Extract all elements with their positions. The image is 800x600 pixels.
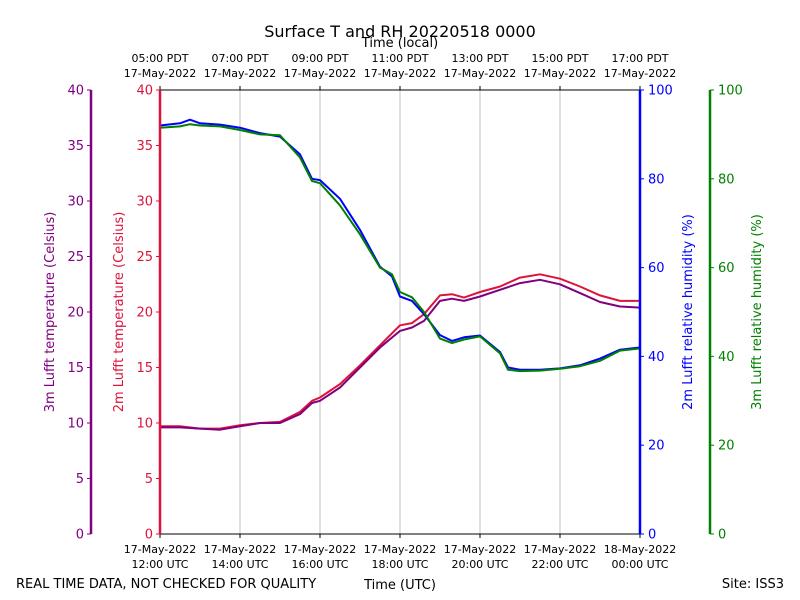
bottom-tick-date: 17-May-2022 (364, 543, 436, 556)
bottom-tick-time: 14:00 UTC (211, 558, 268, 571)
y-axis-label-t3: 3m Lufft temperature (Celsius) (43, 212, 58, 413)
top-tick-date: 17-May-2022 (124, 67, 196, 80)
y-tick-label-t2: 10 (136, 417, 153, 432)
axes-group: 05:00 PDT 17-May-2022 07:00 PDT 17-May-2022… (43, 52, 765, 571)
top-tick-time: 15:00 PDT (531, 52, 588, 65)
top-tick-date: 17-May-2022 (204, 67, 276, 80)
top-axis-label: Time (local) (361, 36, 438, 51)
site-label: Site: ISS3 (722, 577, 784, 592)
top-tick-date: 17-May-2022 (284, 67, 356, 80)
y-tick-label-t3: 15 (67, 361, 84, 376)
bottom-tick-date: 17-May-2022 (444, 543, 516, 556)
y-tick-label-rh3: 20 (718, 439, 735, 454)
top-tick-time: 11:00 PDT (371, 52, 428, 65)
bottom-tick-date: 17-May-2022 (204, 543, 276, 556)
bottom-tick-time: 22:00 UTC (531, 558, 588, 571)
y-tick-label-t3: 30 (67, 195, 84, 210)
top-tick-time: 09:00 PDT (291, 52, 348, 65)
top-tick-time: 07:00 PDT (211, 52, 268, 65)
chart-title: Surface T and RH 20220518 0000 (264, 22, 536, 41)
quality-disclaimer: REAL TIME DATA, NOT CHECKED FOR QUALITY (16, 577, 316, 592)
y-tick-label-t3: 10 (67, 417, 84, 432)
y-tick-label-t3: 0 (76, 528, 84, 543)
y-tick-label-t2: 40 (136, 84, 153, 99)
y-tick-label-t3: 35 (67, 139, 84, 154)
series-line-t3 (160, 278, 641, 431)
top-tick-date: 17-May-2022 (524, 67, 596, 80)
y-tick-label-t2: 20 (136, 306, 153, 321)
top-tick-date: 17-May-2022 (444, 67, 516, 80)
y-tick-label-t2: 35 (136, 139, 153, 154)
bottom-tick-date: 18-May-2022 (604, 543, 676, 556)
y-tick-label-t2: 30 (136, 195, 153, 210)
bottom-tick-time: 12:00 UTC (131, 558, 188, 571)
y-tick-label-t2: 25 (136, 250, 153, 265)
y-tick-label-rh2: 20 (648, 439, 665, 454)
y-tick-label-rh2: 40 (648, 350, 665, 365)
series-line-rh3 (159, 123, 641, 373)
top-tick-time: 17:00 PDT (611, 52, 668, 65)
y-tick-label-rh2: 0 (648, 528, 656, 543)
bottom-axis-label: Time (UTC) (363, 578, 436, 593)
bottom-tick-date: 17-May-2022 (124, 543, 196, 556)
bottom-tick-date: 17-May-2022 (284, 543, 356, 556)
top-tick-time: 05:00 PDT (131, 52, 188, 65)
y-tick-label-t2: 0 (145, 528, 153, 543)
y-tick-label-rh3: 80 (718, 172, 735, 187)
y-tick-label-t3: 40 (67, 84, 84, 99)
gridlines (239, 90, 561, 534)
y-axis-label-t2: 2m Lufft temperature (Celsius) (112, 212, 127, 413)
top-tick-date: 17-May-2022 (364, 67, 436, 80)
y-tick-label-t3: 25 (67, 250, 84, 265)
y-tick-label-rh3: 40 (718, 350, 735, 365)
top-tick-time: 13:00 PDT (451, 52, 508, 65)
bottom-tick-time: 20:00 UTC (451, 558, 508, 571)
series-group (159, 118, 641, 431)
bottom-tick-date: 17-May-2022 (524, 543, 596, 556)
y-tick-label-rh3: 0 (718, 528, 726, 543)
bottom-tick-time: 00:00 UTC (611, 558, 668, 571)
y-tick-label-rh3: 100 (718, 84, 743, 99)
y-tick-label-rh2: 100 (648, 84, 673, 99)
y-axis-label-rh3: 3m Lufft relative humidity (%) (750, 214, 765, 410)
y-tick-label-t2: 5 (145, 472, 153, 487)
bottom-tick-time: 16:00 UTC (291, 558, 348, 571)
y-axis-label-rh2: 2m Lufft relative humidity (%) (681, 214, 696, 410)
top-tick-date: 17-May-2022 (604, 67, 676, 80)
y-tick-label-rh2: 60 (648, 261, 665, 276)
y-tick-label-rh3: 60 (718, 261, 735, 276)
y-tick-label-t3: 5 (76, 472, 84, 487)
bottom-tick-time: 18:00 UTC (371, 558, 428, 571)
y-tick-label-rh2: 80 (648, 172, 665, 187)
y-tick-label-t2: 15 (136, 361, 153, 376)
y-tick-label-t3: 20 (67, 306, 84, 321)
